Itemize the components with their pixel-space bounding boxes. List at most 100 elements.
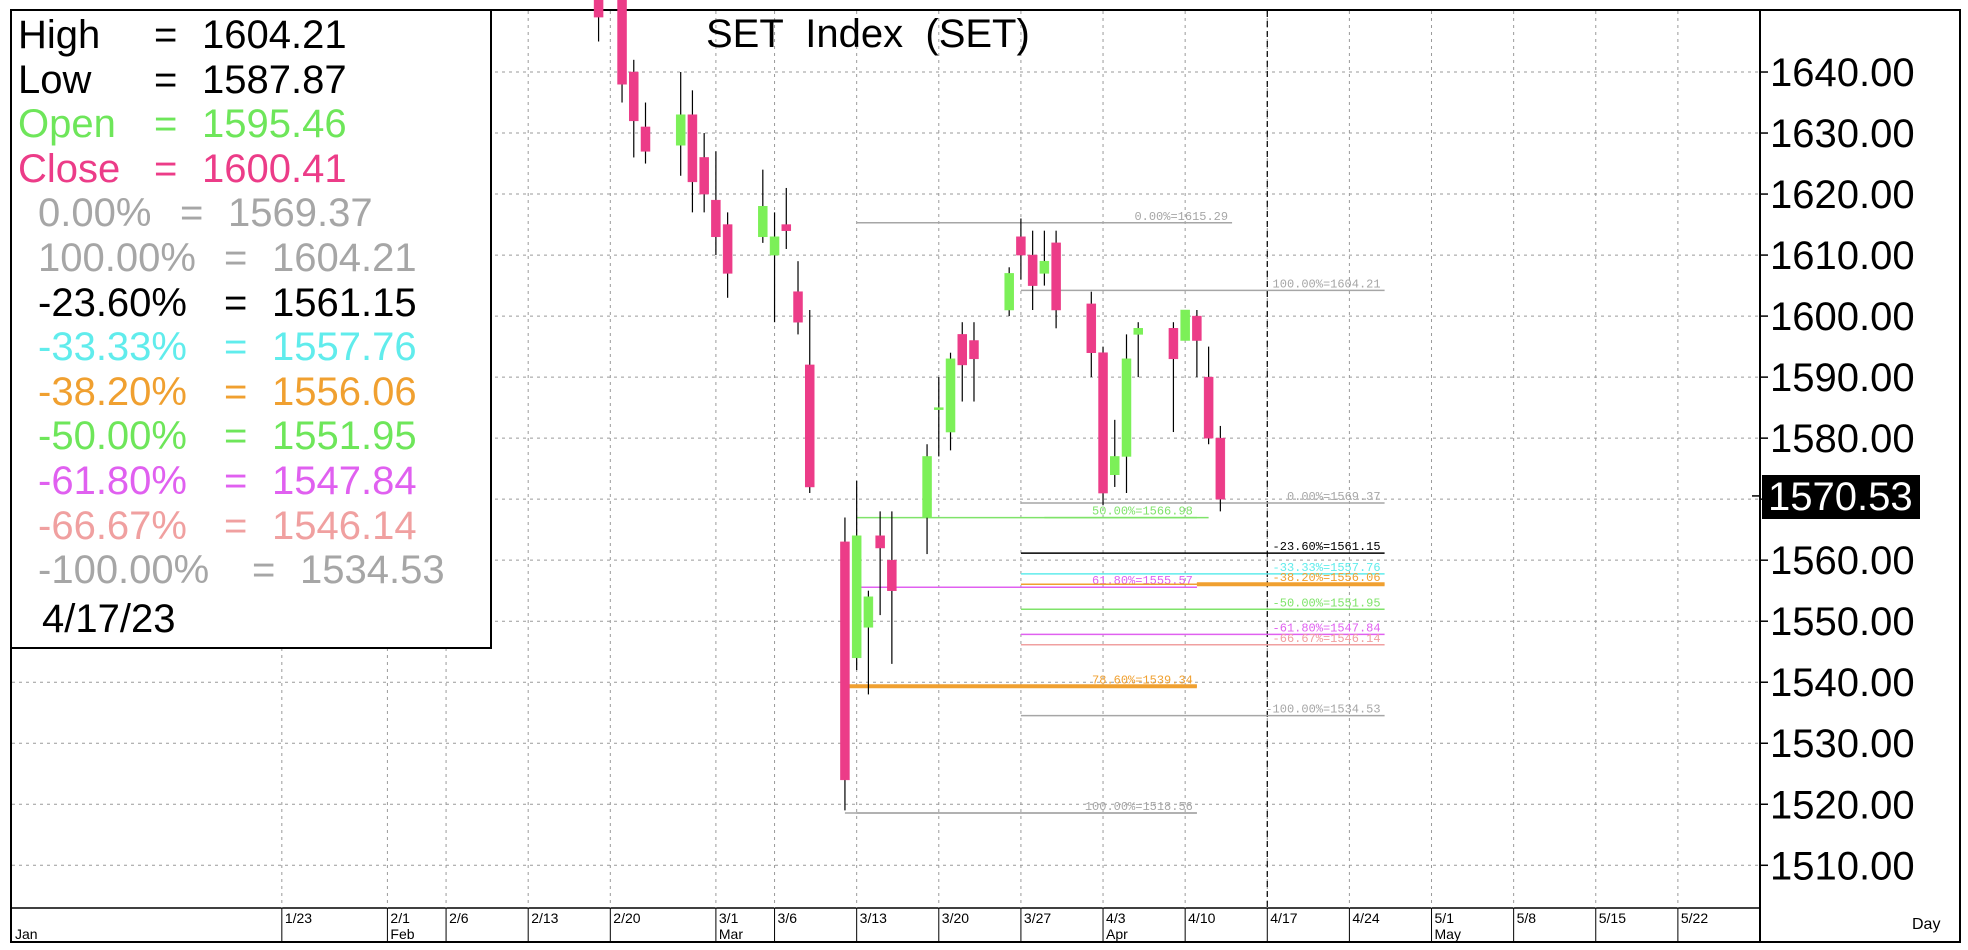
legend-row-name: -66.67% — [38, 503, 187, 548]
x-tick-label: 3/27 — [1024, 910, 1051, 926]
y-tick-label: 1640.00 — [1770, 51, 1915, 95]
fib-level-label: -50.00%=1551.95 — [1273, 596, 1381, 610]
candle-body — [804, 364, 815, 488]
x-tick-label: 3/20 — [942, 910, 969, 926]
candle-body — [887, 559, 897, 591]
fib-level-label: -66.67%=1546.14 — [1273, 632, 1381, 646]
fib-level-label: 78.60%=1539.34 — [1092, 673, 1193, 687]
legend-row-equals: = — [224, 414, 248, 459]
candle-body — [957, 334, 968, 366]
candle-body — [711, 199, 721, 238]
x-tick-label: 4/24 — [1352, 910, 1379, 926]
y-tick-label: 1590.00 — [1770, 356, 1915, 400]
candle-body — [922, 456, 932, 518]
x-tick-label: 5/15 — [1599, 910, 1626, 926]
candle-body — [1027, 254, 1038, 286]
legend-row-value: 1534.53 — [300, 548, 445, 593]
x-tick-label: 4/10 — [1188, 910, 1215, 926]
x-tick-label: 2/13 — [531, 910, 558, 926]
legend-row-equals: = — [224, 503, 248, 548]
legend-row-value: 1595.46 — [202, 102, 347, 147]
fib-level-label: -100.00%=1534.53 — [1265, 703, 1380, 717]
x-tick-label: 5/1 — [1435, 910, 1455, 926]
x-tick-label: 2/6 — [449, 910, 469, 926]
legend-row-equals: = — [224, 280, 248, 325]
legend-row-name: -33.33% — [38, 325, 187, 370]
x-month-label: Apr — [1106, 926, 1128, 942]
candle-body — [617, 0, 627, 85]
candle-body — [945, 358, 956, 433]
y-tick-label: 1560.00 — [1770, 539, 1915, 583]
legend-row: Low = 1587.87 — [12, 58, 492, 102]
fib-level-label: 100.00%=1518.56 — [1085, 800, 1193, 814]
legend-row-name: -23.60% — [38, 280, 187, 325]
legend-row-equals: = — [154, 146, 178, 191]
x-month-label: Feb — [390, 926, 414, 942]
legend-row: -100.00% = 1534.53 — [12, 548, 492, 592]
legend-row-value: 1600.41 — [202, 146, 347, 191]
legend-row-value: 1604.21 — [202, 13, 347, 57]
legend-row: Close = 1600.41 — [12, 147, 492, 191]
legend-row-value: 1561.15 — [272, 280, 417, 325]
x-axis-unit-label: Day — [1912, 916, 1941, 933]
candle-body — [1110, 456, 1120, 476]
legend-row: High = 1604.21 — [12, 13, 492, 57]
legend-row-value: 1551.95 — [272, 414, 417, 459]
candle-body — [1168, 328, 1179, 360]
x-tick-label: 1/23 — [285, 910, 312, 926]
legend-row-value: 1569.37 — [228, 191, 373, 236]
candle-body — [687, 114, 698, 183]
legend-row-equals: = — [224, 369, 248, 414]
candle-body — [793, 291, 803, 323]
legend-row-equals: = — [252, 548, 276, 593]
candle-body — [1203, 376, 1214, 439]
legend-row-equals: = — [224, 236, 248, 280]
x-tick-label: 2/1 — [390, 910, 410, 926]
legend-row-value: 1604.21 — [272, 236, 417, 280]
x-tick-label: 2/20 — [613, 910, 640, 926]
fib-level-label: -38.20%=1556.06 — [1273, 571, 1381, 585]
legend-row-equals: = — [154, 102, 178, 147]
legend-row-name: -100.00% — [38, 548, 210, 593]
candle-body — [699, 157, 709, 195]
candle-body — [934, 407, 944, 410]
x-tick-label: 4/17 — [1270, 910, 1297, 926]
candle-body — [1121, 358, 1132, 457]
y-tick-label: 1610.00 — [1770, 234, 1915, 278]
legend-panel: High = 1604.21 Low = 1587.87 Open = 1595.46 Close… — [12, 11, 492, 649]
candle-body — [1004, 273, 1014, 311]
y-tick-label: 1580.00 — [1770, 417, 1915, 461]
legend-row: 100.00% = 1604.21 — [12, 236, 492, 280]
x-month-label: May — [1435, 926, 1461, 942]
legend-row-name: -38.20% — [38, 369, 187, 414]
x-month-label: Jan — [15, 926, 38, 942]
candle-body — [1098, 352, 1108, 494]
legend-row-value: 1587.87 — [202, 57, 347, 102]
candle-body — [1051, 242, 1061, 311]
legend-row-equals: = — [180, 191, 204, 236]
x-tick-label: 5/8 — [1517, 910, 1537, 926]
legend-row-name: Low — [18, 57, 92, 102]
legend-row-value: 1547.84 — [272, 459, 417, 503]
candle-body — [851, 535, 862, 659]
candle-body — [1192, 315, 1202, 341]
fib-level-label: 0.00%=1569.37 — [1287, 490, 1381, 504]
legend-row-equals: = — [224, 459, 248, 503]
x-tick-label: 5/22 — [1681, 910, 1708, 926]
candle-body — [969, 340, 979, 360]
legend-row-name: Open — [18, 102, 116, 147]
y-tick-label: 1540.00 — [1770, 661, 1915, 705]
candle-body — [1086, 303, 1097, 353]
last-price-label: 1570.53 — [1762, 475, 1920, 519]
fib-level-label: -61.80%=1547.84 — [1273, 621, 1381, 635]
legend-row: 0.00% = 1569.37 — [12, 191, 492, 235]
candle-body — [593, 0, 604, 18]
legend-row-name: -50.00% — [38, 414, 187, 459]
candle-body — [629, 71, 639, 122]
y-tick-label: 1630.00 — [1770, 112, 1915, 156]
candle-body — [1039, 260, 1050, 274]
fib-level-label: 100.00%=1604.21 — [1273, 277, 1381, 291]
candle-body — [840, 541, 850, 781]
